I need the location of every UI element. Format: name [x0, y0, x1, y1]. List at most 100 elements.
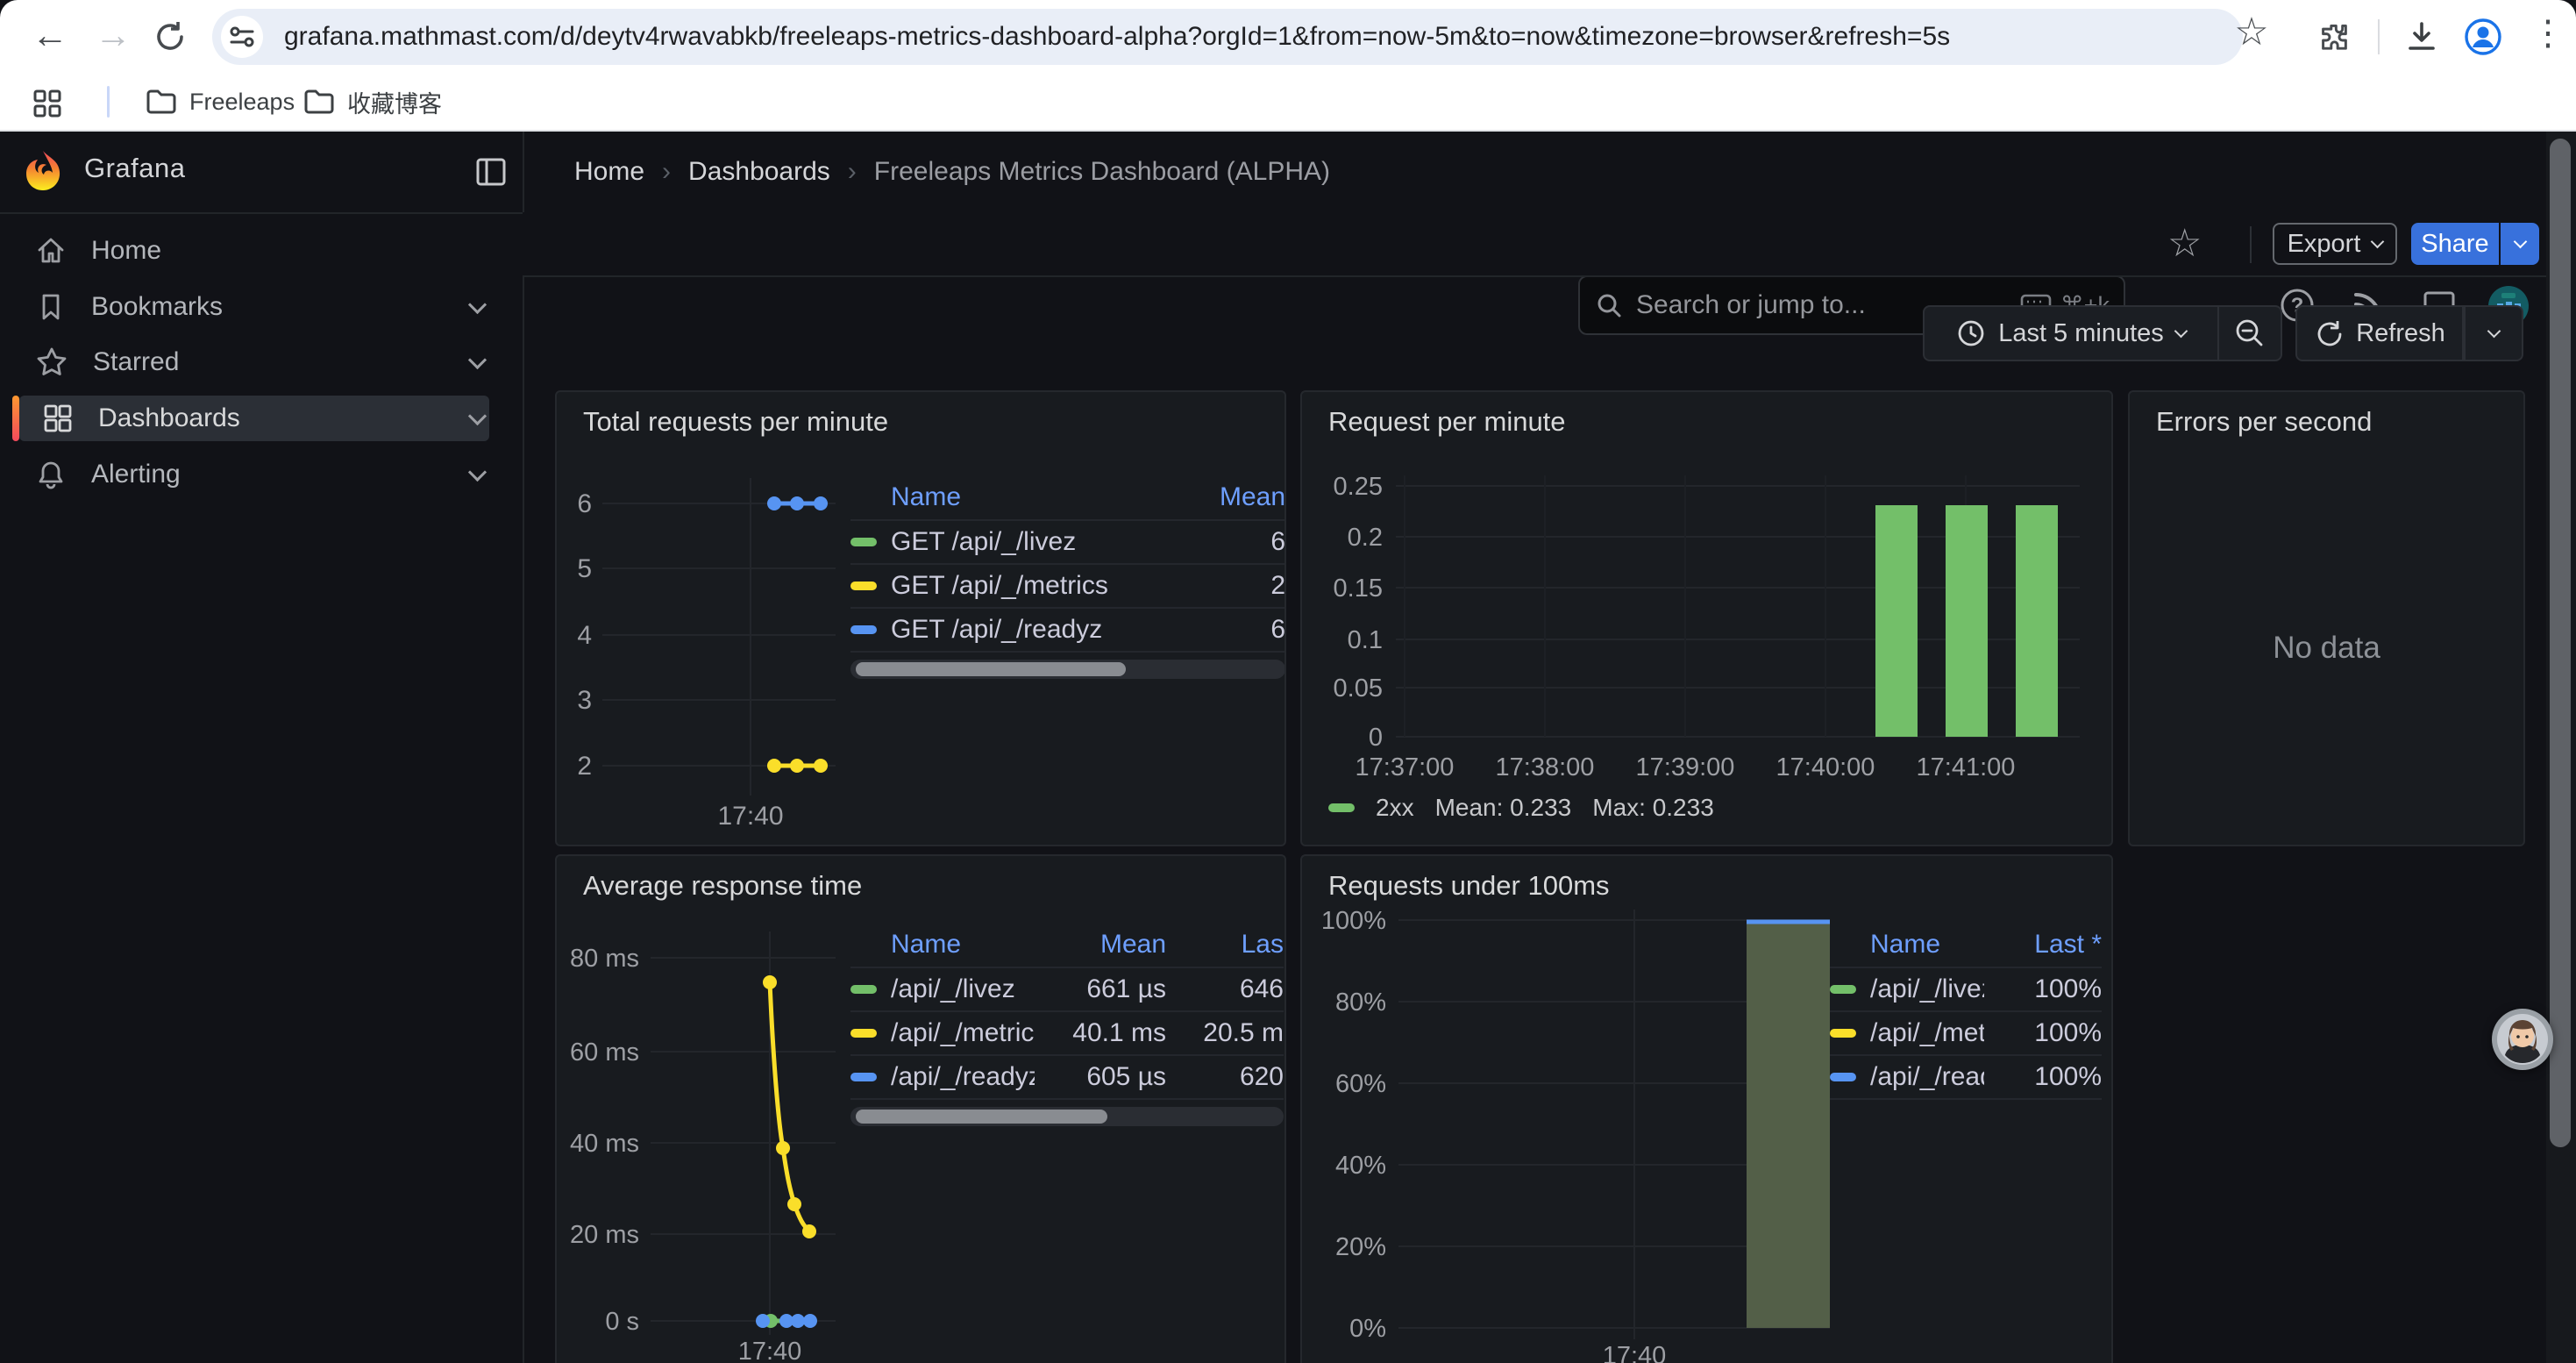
scrollbar-track[interactable] — [850, 660, 1284, 679]
browser-back-button[interactable]: ← — [32, 14, 68, 55]
panel-title[interactable]: Total requests per minute — [583, 406, 889, 437]
col-name[interactable]: Name — [891, 482, 962, 511]
bookmark-folder-blogs[interactable]: 收藏博客 — [291, 81, 454, 123]
sidebar-item-label: Alerting — [91, 460, 181, 489]
chevron-down-icon[interactable] — [467, 350, 487, 369]
sidebar-item-alerting[interactable]: Alerting — [12, 452, 489, 497]
p1-line-chart: 6 5 4 3 2 17:40 — [577, 478, 836, 831]
series-metrics[interactable]: /api/_/metrics — [1830, 1018, 1984, 1048]
breadcrumb-dashboards[interactable]: Dashboards — [688, 157, 830, 186]
chevron-down-icon — [2513, 234, 2527, 248]
folder-icon — [304, 89, 334, 114]
series-livez[interactable]: /api/_/livez — [1830, 974, 1984, 1004]
bell-icon — [39, 461, 63, 489]
refresh-interval-button[interactable] — [2464, 305, 2523, 361]
sidebar-item-starred[interactable]: Starred — [12, 339, 489, 385]
extensions-button[interactable] — [2313, 14, 2359, 60]
p4-xtick: 17:40 — [738, 1338, 802, 1363]
series-mean: 2 — [1270, 571, 1285, 600]
col-last[interactable]: Last * — [2034, 930, 2102, 959]
browser-reload-button[interactable] — [147, 14, 193, 60]
bookmark-star-button[interactable]: ☆ — [2229, 9, 2274, 54]
p4-legend-table: Name Mean Las /api/_/livez 661 µs 646 /a… — [850, 923, 1284, 1126]
grafana-flame-icon — [26, 151, 60, 190]
time-range-label: Last 5 minutes — [1998, 318, 2164, 347]
zoom-out-button[interactable] — [2219, 305, 2282, 361]
col-name[interactable]: Name — [1870, 930, 1941, 959]
share-button[interactable]: Share — [2411, 223, 2499, 265]
col-mean[interactable]: Mean — [1099, 930, 1166, 959]
table-scrollbar — [850, 651, 1284, 679]
p2-legend: 2xx Mean: 0.233 Max: 0.233 — [1328, 794, 1714, 822]
browser-menu-button[interactable]: ⋮ — [2530, 14, 2565, 53]
table-row: /api/_/readyz 100% — [1830, 1054, 2102, 1100]
table-row: GET /api/_/metrics 2 — [850, 563, 1285, 607]
actions-divider — [2250, 226, 2252, 263]
browser-profile-button[interactable] — [2460, 14, 2506, 60]
p5-legend-table: Name Last * /api/_/livez 100% /api/_/met… — [1830, 923, 2102, 1100]
scrollbar-track[interactable] — [850, 1107, 1284, 1126]
apps-grid-icon — [33, 89, 61, 118]
panel-title[interactable]: Requests under 100ms — [1328, 870, 1610, 901]
series-metrics[interactable]: /api/_/metrics — [850, 1018, 1035, 1048]
series-color-swatch — [850, 538, 877, 546]
breadcrumb-separator: › — [847, 157, 857, 186]
series-color-swatch — [850, 1073, 877, 1081]
downloads-button[interactable] — [2399, 14, 2444, 60]
series-readyz[interactable]: /api/_/readyz — [850, 1062, 1035, 1092]
series-mean: 6 — [1270, 615, 1285, 644]
sidebar-selected-indicator — [12, 396, 19, 441]
chevron-down-icon[interactable] — [467, 295, 487, 314]
sidebar-item-dashboards[interactable]: Dashboards — [19, 396, 489, 441]
share-menu-button[interactable] — [2501, 223, 2539, 265]
dashboard-star-button[interactable]: ☆ — [2167, 221, 2202, 266]
chevron-down-icon[interactable] — [467, 406, 487, 425]
search-placeholder: Search or jump to... — [1636, 290, 1866, 319]
sidebar-item-bookmarks[interactable]: Bookmarks — [12, 284, 489, 330]
assistant-avatar[interactable] — [2492, 1009, 2553, 1070]
bookmark-folder-freeleaps[interactable]: Freeleaps — [133, 81, 307, 123]
col-mean[interactable]: Mean — [1219, 482, 1285, 511]
apps-grid-button[interactable] — [25, 81, 70, 126]
series-color-swatch — [1830, 1029, 1856, 1038]
address-bar[interactable]: grafana.mathmast.com/d/deytv4rwavabkb/fr… — [212, 9, 2243, 65]
grafana-logo[interactable] — [23, 149, 63, 197]
p2-ytick: 0.25 — [1334, 473, 1383, 501]
site-settings-chip[interactable] — [221, 16, 263, 58]
legend-series-2xx[interactable]: 2xx — [1376, 794, 1414, 821]
breadcrumb: Home › Dashboards › Freeleaps Metrics Da… — [574, 132, 1330, 212]
url-text: grafana.mathmast.com/d/deytv4rwavabkb/fr… — [284, 22, 1951, 51]
series-livez[interactable]: GET /api/_/livez — [850, 527, 1154, 557]
page-scrollbar-thumb[interactable] — [2550, 139, 2571, 1147]
profile-icon — [2465, 18, 2501, 55]
chevron-down-icon[interactable] — [467, 462, 487, 482]
scrollbar-thumb[interactable] — [856, 1110, 1107, 1124]
p2-ytick: 0.1 — [1348, 626, 1383, 654]
mega-menu-toggle[interactable] — [473, 154, 509, 194]
series-metrics[interactable]: GET /api/_/metrics — [850, 571, 1154, 601]
bookmark-icon — [42, 294, 60, 320]
panel-title[interactable]: Average response time — [583, 870, 863, 901]
col-last[interactable]: Las — [1241, 930, 1284, 959]
browser-forward-button[interactable]: → — [95, 14, 132, 55]
panel-title[interactable]: Request per minute — [1328, 406, 1566, 437]
col-name[interactable]: Name — [891, 930, 962, 959]
scrollbar-thumb[interactable] — [856, 662, 1126, 676]
sidebar-border — [523, 132, 524, 1363]
legend-max: Max: 0.233 — [1592, 794, 1714, 821]
series-readyz[interactable]: /api/_/readyz — [1830, 1062, 1984, 1092]
panel-title[interactable]: Errors per second — [2156, 406, 2373, 437]
series-livez[interactable]: /api/_/livez — [850, 974, 1035, 1004]
zoom-out-icon — [2236, 319, 2263, 346]
breadcrumb-home[interactable]: Home — [574, 157, 645, 186]
series-readyz[interactable]: GET /api/_/readyz — [850, 615, 1154, 645]
p1-ytick: 3 — [577, 686, 592, 715]
p1-ytick: 6 — [577, 489, 592, 518]
export-button[interactable]: Export — [2273, 223, 2397, 265]
p4-ytick: 20 ms — [570, 1221, 639, 1249]
sidebar-item-home[interactable]: Home — [12, 228, 489, 274]
p5-ytick: 40% — [1335, 1152, 1386, 1180]
time-range-picker[interactable]: Last 5 minutes — [1923, 305, 2219, 361]
search-input[interactable]: Search or jump to... ⌘+k — [1578, 275, 2125, 335]
refresh-button[interactable]: Refresh — [2295, 305, 2464, 361]
